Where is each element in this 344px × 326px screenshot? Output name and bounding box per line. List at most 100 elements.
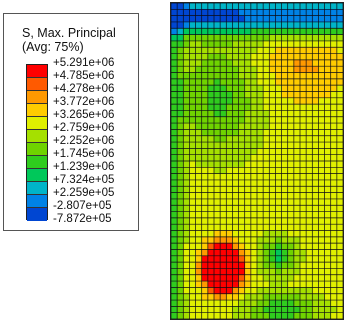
mesh-element [238, 78, 245, 86]
mesh-element [281, 161, 288, 168]
mesh-element [324, 21, 331, 29]
mesh-element [207, 255, 215, 263]
mesh-element [275, 142, 282, 149]
mesh-element [201, 161, 208, 168]
mesh-element [330, 59, 337, 67]
mesh-element [330, 148, 337, 155]
mesh-element [226, 129, 233, 136]
mesh-element [312, 186, 319, 193]
mesh-element [238, 167, 245, 174]
mesh-element [269, 274, 276, 282]
mesh-element [306, 205, 313, 212]
mesh-element [177, 300, 184, 307]
mesh-element [207, 274, 215, 282]
mesh-element [330, 268, 337, 275]
mesh-element [177, 268, 184, 275]
mesh-element [226, 110, 233, 117]
mesh-element [263, 53, 270, 60]
mesh-element [214, 104, 221, 111]
mesh-element [232, 129, 239, 136]
mesh-element [232, 91, 239, 98]
mesh-element [244, 186, 251, 193]
mesh-element [250, 186, 258, 193]
mesh-element [238, 129, 245, 136]
mesh-element [293, 47, 301, 54]
mesh-element [263, 47, 270, 54]
mesh-element [318, 205, 325, 212]
mesh-element [250, 262, 258, 269]
mesh-element [189, 173, 196, 181]
mesh-element [318, 198, 325, 206]
mesh-element [312, 91, 319, 98]
mesh-element [183, 192, 190, 199]
mesh-element [300, 281, 307, 288]
mesh-element [312, 217, 319, 225]
mesh-element [306, 224, 313, 231]
mesh-element [330, 47, 337, 54]
mesh-element [330, 236, 337, 244]
mesh-element [244, 255, 251, 263]
mesh-element [287, 217, 294, 225]
mesh-element [250, 9, 258, 16]
mesh-element [330, 3, 337, 10]
mesh-element [220, 205, 227, 212]
mesh-element [287, 3, 294, 10]
mesh-element [330, 198, 337, 206]
mesh-element [312, 47, 319, 54]
mesh-element [195, 211, 202, 218]
mesh-element [195, 306, 202, 313]
mesh-element [318, 135, 325, 143]
mesh-element [183, 59, 190, 67]
mesh-element [171, 129, 178, 136]
mesh-element [195, 78, 202, 86]
mesh-element [244, 9, 251, 16]
mesh-element [214, 179, 221, 187]
mesh-element [195, 15, 202, 23]
mesh-element [336, 312, 343, 319]
mesh-element [275, 148, 282, 155]
mesh-element [263, 262, 270, 269]
mesh-element [226, 306, 233, 313]
mesh-element [201, 72, 208, 79]
mesh-element [263, 243, 270, 250]
mesh-element [318, 129, 325, 136]
mesh-element [214, 243, 221, 250]
mesh-element [330, 293, 337, 301]
mesh-element [214, 192, 221, 199]
mesh-element [250, 205, 258, 212]
mesh-element [220, 192, 227, 199]
mesh-element [281, 312, 288, 319]
mesh-element [336, 281, 343, 288]
mesh-element [207, 59, 215, 67]
mesh-element [300, 129, 307, 136]
mesh-element [293, 192, 301, 199]
mesh-element [183, 186, 190, 193]
mesh-element [269, 179, 276, 187]
mesh-element [250, 161, 258, 168]
mesh-element [226, 142, 233, 149]
mesh-element [250, 249, 258, 256]
mesh-element [177, 116, 184, 124]
mesh-element [287, 173, 294, 181]
mesh-element [281, 186, 288, 193]
mesh-element [244, 179, 251, 187]
mesh-element [171, 59, 178, 67]
mesh-element [257, 262, 264, 269]
mesh-element [195, 91, 202, 98]
mesh-element [330, 186, 337, 193]
mesh-element [269, 135, 276, 143]
mesh-element [244, 59, 251, 67]
mesh-element [250, 129, 258, 136]
mesh-element [324, 110, 331, 117]
mesh-element [318, 167, 325, 174]
mesh-element [287, 15, 294, 23]
mesh-element [244, 249, 251, 256]
mesh-element [300, 34, 307, 41]
mesh-element [281, 40, 288, 48]
mesh-element [318, 85, 325, 92]
mesh-element [189, 161, 196, 168]
mesh-element [257, 123, 264, 130]
mesh-element [312, 148, 319, 155]
mesh-element [250, 192, 258, 199]
mesh-element [226, 154, 233, 162]
